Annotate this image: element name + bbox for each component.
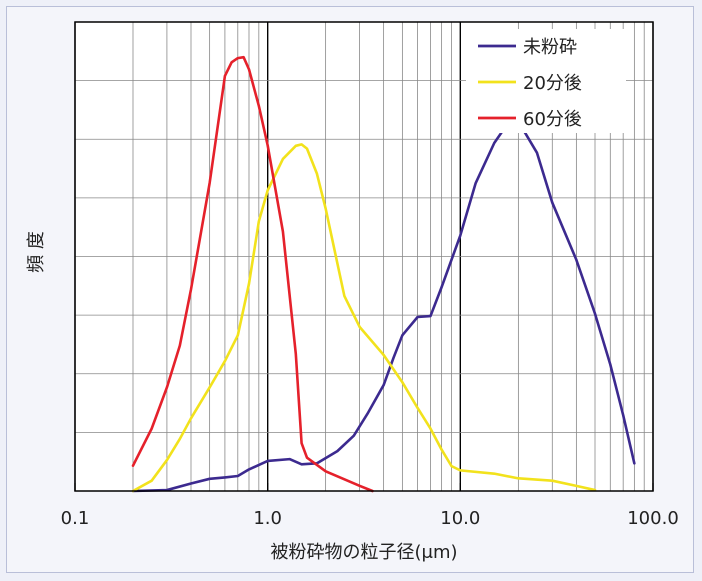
series-line-1 bbox=[131, 143, 597, 493]
series-line-0 bbox=[131, 119, 636, 493]
plot-border bbox=[74, 21, 654, 492]
x-ticks: 0.1 1.0 10.0 100.0 bbox=[61, 483, 679, 529]
x-tick-label: 100.0 bbox=[627, 508, 679, 529]
series-lines bbox=[131, 55, 636, 493]
x-tick-label: 1.0 bbox=[253, 508, 282, 529]
x-tick-label: 10.0 bbox=[440, 508, 480, 529]
series-line-2 bbox=[131, 55, 374, 493]
grid bbox=[74, 22, 654, 491]
legend: 未粉砕 20分後 60分後 bbox=[466, 29, 626, 133]
legend-label: 20分後 bbox=[523, 73, 582, 94]
x-axis-label: 被粉砕物の粒子径(μm) bbox=[270, 542, 457, 563]
legend-label: 60分後 bbox=[523, 109, 582, 130]
x-tick-label: 0.1 bbox=[61, 508, 90, 529]
y-axis-label: 頻 度 bbox=[26, 231, 47, 273]
legend-label: 未粉砕 bbox=[523, 37, 577, 58]
